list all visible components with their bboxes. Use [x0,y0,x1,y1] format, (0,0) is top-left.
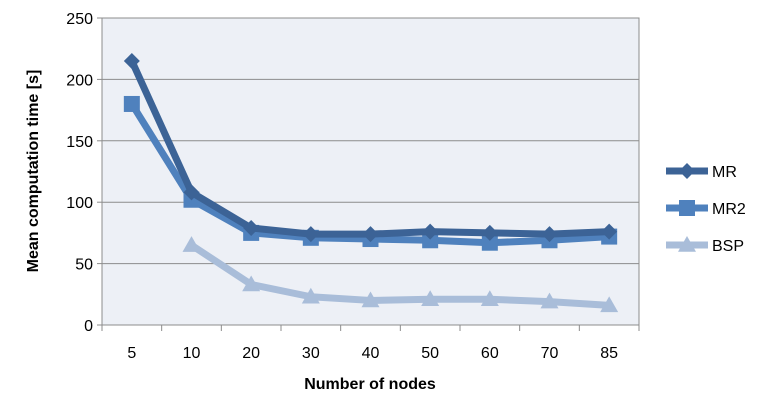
series-layer [123,52,619,313]
data-point-bsp [600,296,619,313]
data-point-mr [481,224,498,241]
y-tick-label: 50 [75,257,93,274]
plot-area [101,17,640,326]
y-axis-ticks: 0 50 100 150 200 250 [66,11,102,335]
data-point-mr [243,219,260,236]
data-point-mr [601,223,618,240]
legend-marker-bsp [678,236,696,252]
y-tick-label: 100 [66,195,93,212]
series-bsp [182,236,619,313]
y-tick-label: 150 [66,134,93,151]
data-point-bsp [182,236,201,252]
x-tick-label: 5 [127,345,136,362]
data-point-bsp [421,290,440,306]
data-point-mr2 [422,232,439,249]
y-axis-title: Mean computation time [s] [25,70,42,273]
x-axis-ticks: 5 10 20 30 40 50 60 70 85 [101,325,640,362]
x-tick-label: 60 [481,345,499,362]
series-mr [123,52,618,243]
data-point-mr2 [123,95,140,112]
data-point-mr [362,226,379,243]
legend-entry-bsp: BSP [666,236,744,255]
data-point-mr [541,226,558,243]
x-tick-label: 30 [302,345,320,362]
legend-label-mr2: MR2 [712,201,746,218]
x-tick-label: 70 [541,345,559,362]
data-point-mr2 [481,234,498,251]
legend-label-bsp: BSP [712,238,744,255]
data-point-bsp [301,287,320,304]
y-tick-label: 200 [66,72,93,89]
x-axis-title: Number of nodes [304,376,436,393]
data-point-mr [183,184,200,201]
x-tick-label: 10 [183,345,201,362]
data-point-bsp [242,275,261,292]
legend-marker-mr2 [679,200,695,216]
legend-label-mr: MR [712,164,737,181]
x-tick-label: 20 [242,345,260,362]
x-tick-label: 40 [362,345,380,362]
data-point-mr [123,52,140,69]
legend-marker-mr [679,163,695,179]
data-point-bsp [540,292,559,309]
y-tick-label: 0 [84,318,93,335]
data-point-mr [422,223,439,240]
x-tick-label: 50 [421,345,439,362]
legend-entry-mr2: MR2 [666,200,746,218]
legend-entry-mr: MR [666,163,737,181]
x-tick-label: 85 [600,345,618,362]
data-point-bsp [480,290,499,306]
data-point-mr [302,226,319,243]
y-tick-label: 250 [66,11,93,28]
data-point-bsp [361,291,380,308]
series-line-bsp [188,241,613,309]
legend: MR MR2 BSP [666,163,746,255]
